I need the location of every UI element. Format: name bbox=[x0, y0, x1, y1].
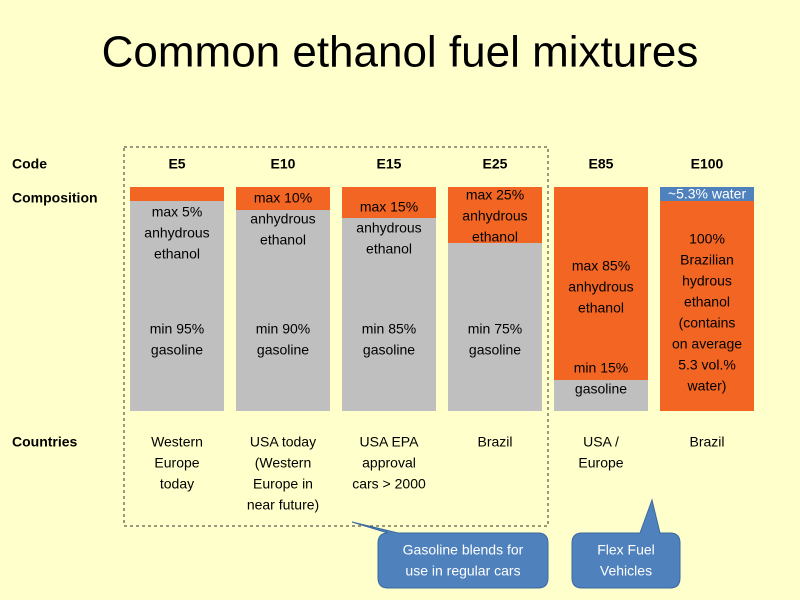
composition-text: gasoline bbox=[469, 342, 521, 358]
slide-title: Common ethanol fuel mixtures bbox=[102, 28, 699, 77]
column-code: E25 bbox=[483, 156, 508, 172]
column-code: E10 bbox=[271, 156, 296, 172]
composition-text: ethanol bbox=[472, 229, 518, 245]
composition-text: 100% bbox=[689, 231, 725, 247]
callout bbox=[351, 521, 549, 589]
composition-text: gasoline bbox=[575, 381, 627, 397]
composition-text: on average bbox=[672, 336, 742, 352]
bar-segment bbox=[130, 187, 224, 201]
column-code: E15 bbox=[377, 156, 402, 172]
bar-segment bbox=[660, 187, 754, 201]
composition-text: min 85% bbox=[362, 321, 416, 337]
bar-segment bbox=[660, 201, 754, 411]
composition-text: ethanol bbox=[260, 232, 306, 248]
country-text: Brazil bbox=[689, 434, 724, 450]
bar-segment bbox=[554, 380, 648, 411]
composition-text: max 85% bbox=[572, 258, 630, 274]
country-text: Europe in bbox=[253, 476, 313, 492]
bar-segment bbox=[236, 187, 330, 210]
country-text: USA EPA bbox=[360, 434, 420, 450]
composition-text: ~5.3% water bbox=[668, 186, 747, 202]
composition-text: anhydrous bbox=[356, 220, 421, 236]
composition-text: gasoline bbox=[257, 342, 309, 358]
bar-segment bbox=[236, 210, 330, 411]
composition-text: hydrous bbox=[682, 273, 732, 289]
composition-text: 5.3 vol.% bbox=[678, 357, 736, 373]
column-code: E85 bbox=[589, 156, 614, 172]
composition-text: min 15% bbox=[574, 360, 628, 376]
composition-text: min 95% bbox=[150, 321, 204, 337]
bar-segment bbox=[342, 187, 436, 218]
country-text: near future) bbox=[247, 497, 319, 513]
country-text: cars > 2000 bbox=[352, 476, 426, 492]
callout bbox=[571, 498, 681, 589]
composition-text: max 10% bbox=[254, 190, 312, 206]
country-text: Brazil bbox=[477, 434, 512, 450]
composition-text: max 5% bbox=[152, 204, 203, 220]
row-label: Code bbox=[12, 156, 47, 172]
column-code: E5 bbox=[168, 156, 185, 172]
composition-text: max 15% bbox=[360, 199, 418, 215]
row-label: Composition bbox=[12, 190, 98, 206]
country-text: Western bbox=[151, 434, 203, 450]
bar-segment bbox=[448, 243, 542, 411]
country-text: Europe bbox=[154, 455, 199, 471]
bar-segment bbox=[342, 218, 436, 411]
composition-text: gasoline bbox=[363, 342, 415, 358]
composition-text: max 25% bbox=[466, 187, 524, 203]
composition-text: ethanol bbox=[366, 241, 412, 257]
callout-text: Gasoline blends for bbox=[403, 542, 524, 558]
composition-text: anhydrous bbox=[250, 211, 315, 227]
country-text: today bbox=[160, 476, 194, 492]
composition-text: water) bbox=[687, 378, 727, 394]
column-code: E100 bbox=[691, 156, 724, 172]
composition-text: min 75% bbox=[468, 321, 522, 337]
composition-text: Brazilian bbox=[680, 252, 734, 268]
country-text: (Western bbox=[255, 455, 312, 471]
bar-segment bbox=[448, 187, 542, 243]
composition-text: ethanol bbox=[154, 246, 200, 262]
composition-text: ethanol bbox=[684, 294, 730, 310]
callout-text: use in regular cars bbox=[405, 563, 520, 579]
country-text: approval bbox=[362, 455, 416, 471]
composition-text: min 90% bbox=[256, 321, 310, 337]
bar-segment bbox=[130, 201, 224, 411]
callout-text: Vehicles bbox=[600, 563, 652, 579]
composition-text: anhydrous bbox=[568, 279, 633, 295]
country-text: USA / bbox=[583, 434, 619, 450]
callout-text: Flex Fuel bbox=[597, 542, 655, 558]
country-text: USA today bbox=[250, 434, 316, 450]
row-label: Countries bbox=[12, 434, 78, 450]
country-text: Europe bbox=[578, 455, 623, 471]
bar-segment bbox=[554, 187, 648, 380]
composition-text: anhydrous bbox=[144, 225, 209, 241]
group-box bbox=[123, 146, 549, 527]
composition-text: (contains bbox=[679, 315, 736, 331]
composition-text: gasoline bbox=[151, 342, 203, 358]
composition-text: anhydrous bbox=[462, 208, 527, 224]
composition-text: ethanol bbox=[578, 300, 624, 316]
